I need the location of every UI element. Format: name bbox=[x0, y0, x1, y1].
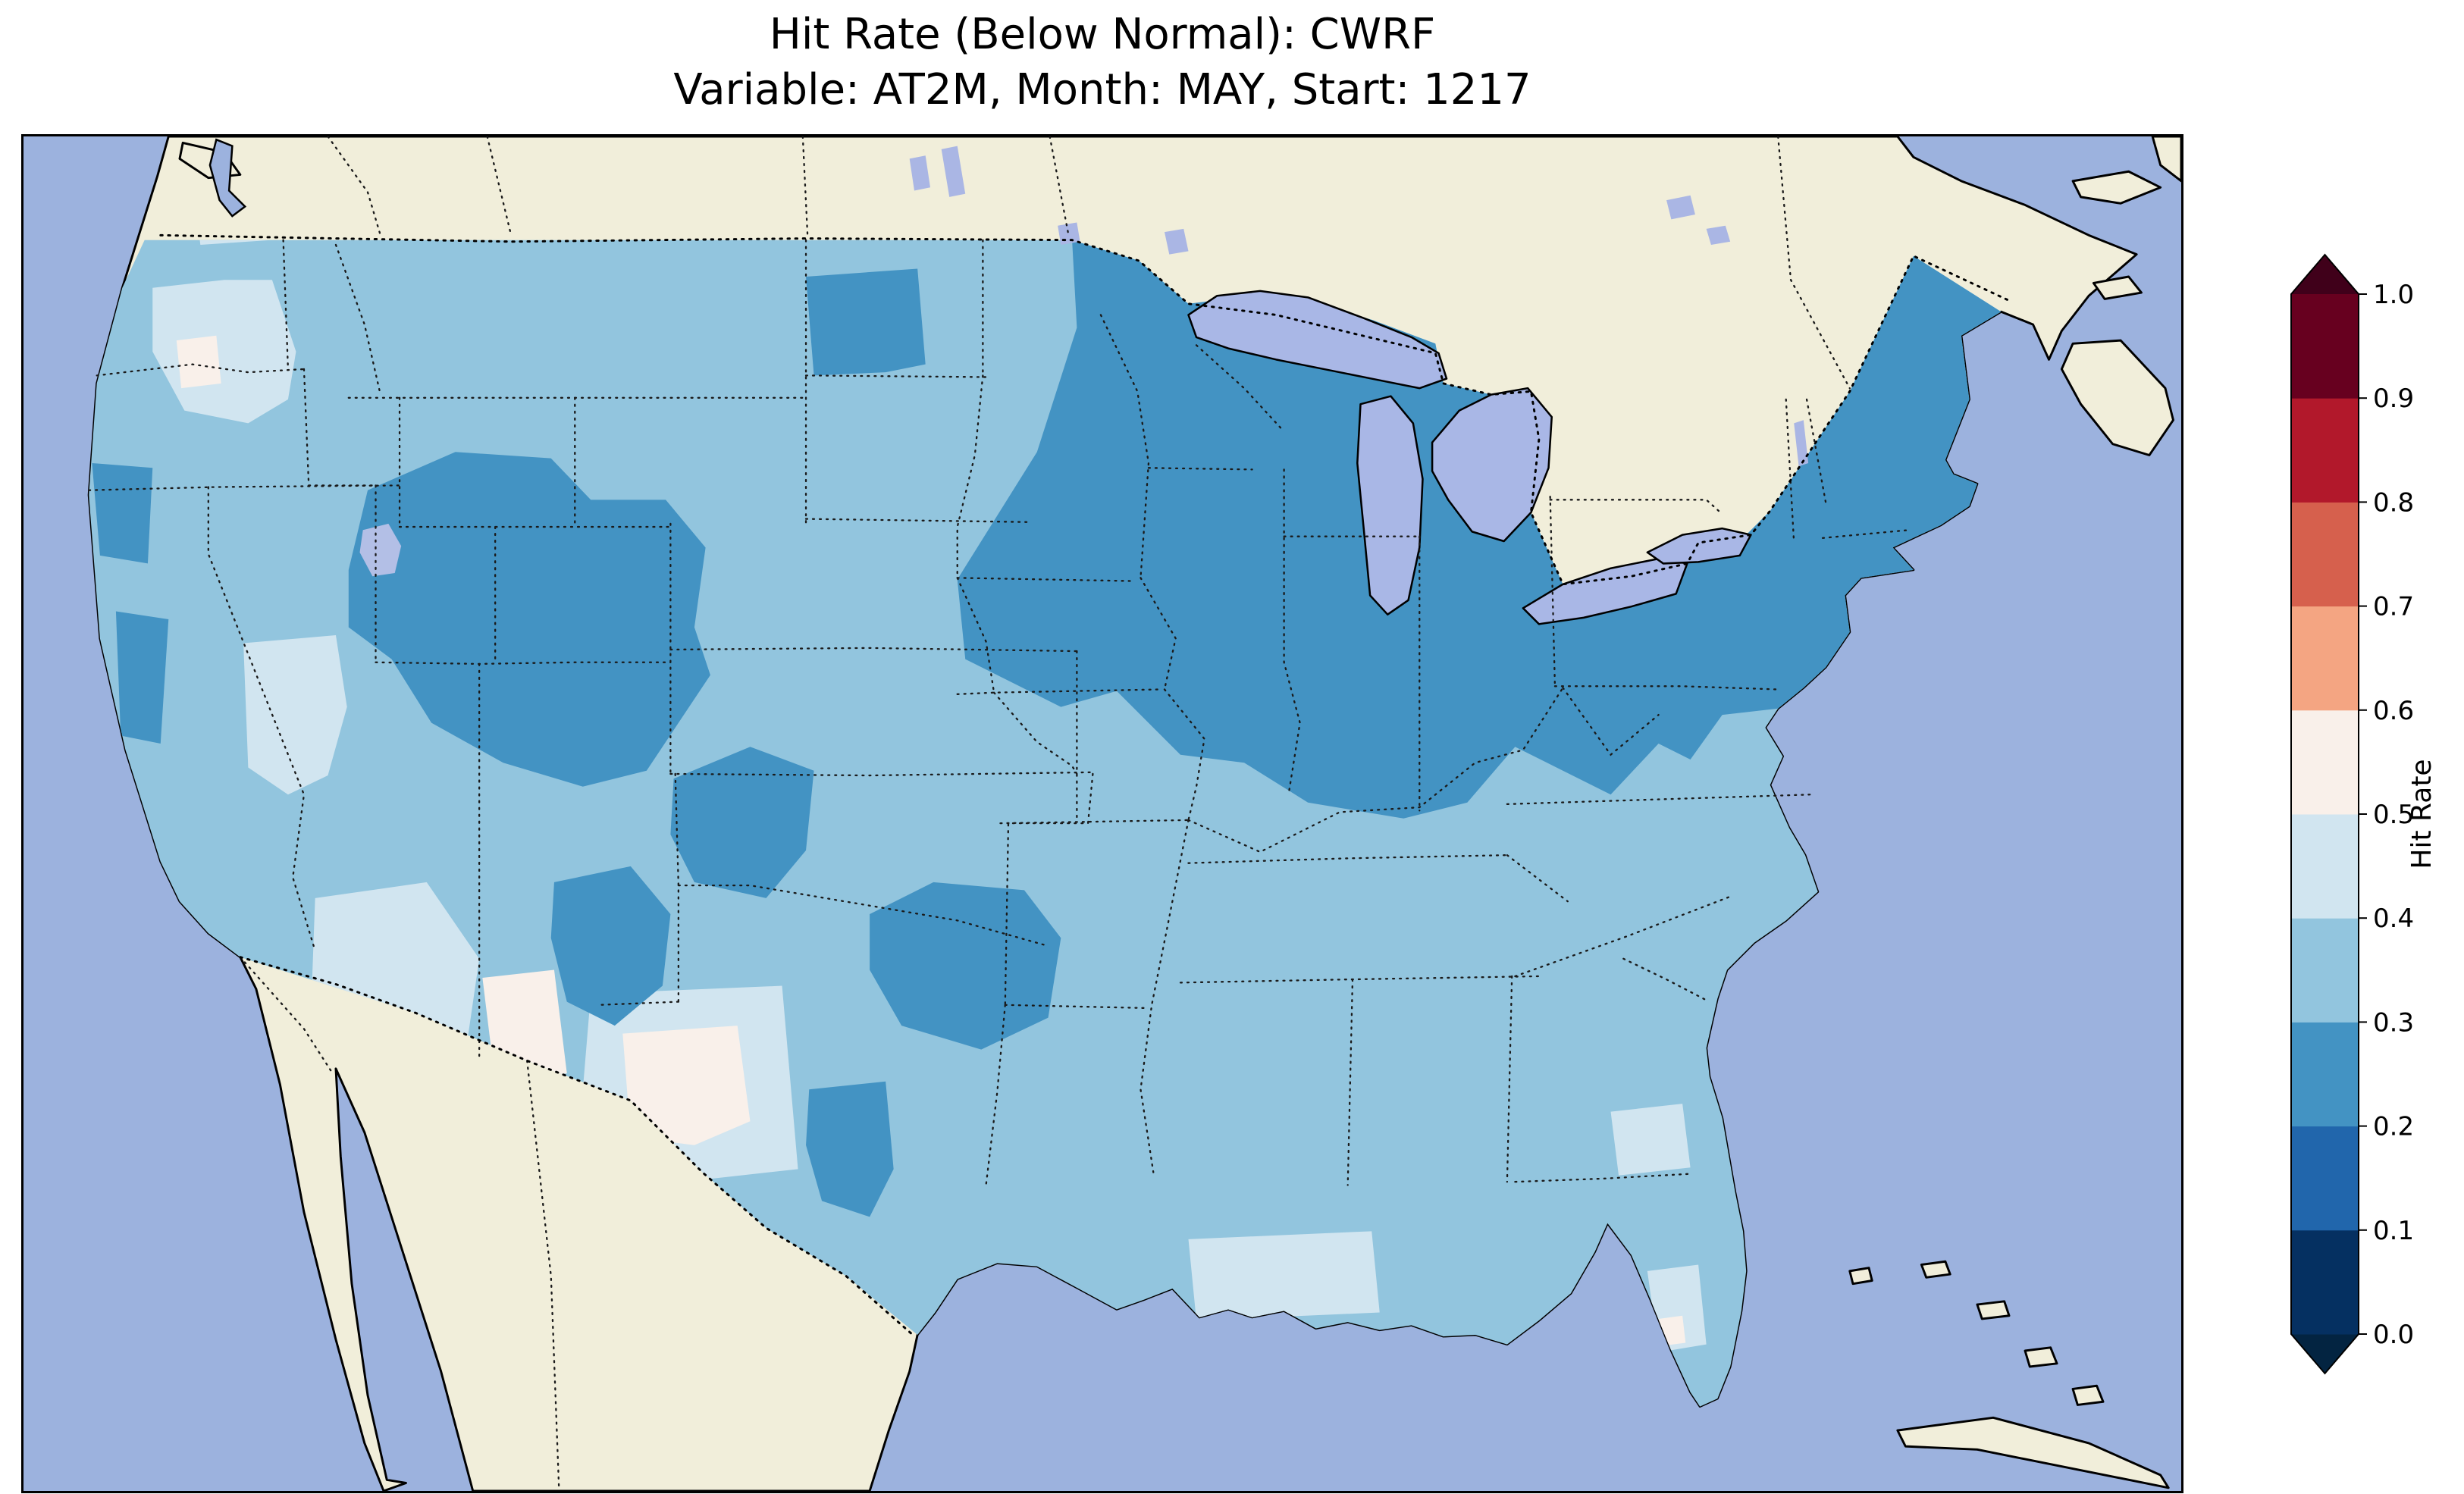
colorbar-segment bbox=[2291, 1022, 2359, 1127]
colorbar-segment bbox=[2291, 606, 2359, 711]
colorbar-segment bbox=[2291, 709, 2359, 815]
colorbar-under-triangle bbox=[2291, 1334, 2359, 1373]
hitrate-patch-0.2-0.3-wyoming-colorado bbox=[348, 452, 710, 787]
hitrate-patch-0.2-0.3-central-nm bbox=[550, 866, 671, 1026]
hitrate-patch-0.2-0.3-ca-central-coast bbox=[115, 611, 169, 744]
lake-michigan bbox=[1356, 395, 1424, 615]
lake bbox=[1706, 225, 1731, 245]
colorbar-tick-label: 0.4 bbox=[2373, 904, 2414, 934]
island bbox=[1920, 1260, 1951, 1279]
hitrate-patch-0.2-0.3-ca-north-coast bbox=[92, 462, 153, 564]
colorbar-segment bbox=[2291, 294, 2359, 399]
lake-huron bbox=[1431, 387, 1553, 543]
colorbar-tick-label: 0.7 bbox=[2373, 592, 2414, 622]
lake bbox=[941, 146, 966, 197]
colorbar-tick-label: 0.0 bbox=[2373, 1320, 2414, 1350]
colorbar-tick-label: 0.3 bbox=[2373, 1007, 2414, 1038]
map-canvas bbox=[24, 136, 2181, 1491]
nova-scotia bbox=[2060, 339, 2174, 456]
colorbar-tick-label: 1.0 bbox=[2373, 280, 2414, 310]
colorbar-over-triangle bbox=[2291, 255, 2359, 294]
island bbox=[1848, 1267, 1873, 1286]
plot-title-line1: Hit Rate (Below Normal): CWRF bbox=[769, 10, 1436, 59]
plot-title: Hit Rate (Below Normal): CWRF Variable: … bbox=[21, 8, 2183, 118]
colorbar-segment bbox=[2291, 502, 2359, 607]
lake bbox=[1058, 222, 1080, 245]
us-canada-border bbox=[159, 233, 2011, 586]
lake-superior bbox=[1187, 290, 1448, 390]
great-lakes bbox=[1187, 290, 1752, 625]
lake-erie bbox=[1522, 557, 1688, 625]
colorbar-segment bbox=[2291, 1126, 2359, 1231]
colorbar-segment bbox=[2291, 1229, 2359, 1335]
small-lakes bbox=[359, 146, 1809, 577]
colorbar-axis-label: Hit Rate bbox=[2406, 759, 2437, 869]
island bbox=[2071, 1384, 2105, 1406]
lake bbox=[1164, 228, 1189, 255]
hitrate-patch-0.5-0.6-west-texas bbox=[622, 1026, 751, 1145]
island bbox=[1976, 1300, 2011, 1320]
country-borders bbox=[159, 233, 2011, 1336]
map-axes bbox=[21, 134, 2183, 1493]
colorbar-ticks: 1.0 0.9 0.8 0.7 0.6 0.5 0.4 0.3 0.2 0.1 0.0 bbox=[2359, 280, 2414, 1350]
island bbox=[2092, 275, 2143, 300]
colorbar: 1.0 0.9 0.8 0.7 0.6 0.5 0.4 0.3 0.2 0.1 0.0 Hit Ra… bbox=[2290, 253, 2437, 1375]
lake bbox=[1666, 195, 1695, 220]
lake-ontario bbox=[1646, 527, 1752, 565]
plot-title-line2: Variable: AT2M, Month: MAY, Start: 1217 bbox=[673, 64, 1531, 114]
colorbar-segment bbox=[2291, 398, 2359, 503]
great-salt-lake bbox=[359, 523, 402, 577]
hitrate-patch-0.5-0.6-oregon bbox=[176, 335, 221, 389]
colorbar-tick-label: 0.6 bbox=[2373, 696, 2414, 726]
hitrate-patch-0.4-0.5-nevada bbox=[243, 635, 347, 795]
colorbar-segments bbox=[2291, 294, 2359, 1335]
colorbar-tick-label: 0.5 bbox=[2373, 800, 2414, 830]
hitrate-patch-0.4-0.5-gulf-coast bbox=[1188, 1231, 1380, 1321]
colorbar-tick-label: 0.2 bbox=[2373, 1112, 2414, 1142]
hitrate-patch-0.2-0.3-tx-panhandle bbox=[670, 747, 814, 898]
us-mexico-border bbox=[239, 956, 914, 1336]
island bbox=[2071, 170, 2162, 205]
puget-sound bbox=[208, 138, 247, 218]
colorbar-tick-label: 0.8 bbox=[2373, 487, 2414, 518]
colorbar-tick-label: 0.1 bbox=[2373, 1216, 2414, 1246]
cuba bbox=[1896, 1416, 2170, 1489]
hitrate-patch-0.4-0.5-oregon bbox=[152, 280, 296, 424]
colorbar-segment bbox=[2291, 918, 2359, 1023]
colorbar-tick-label: 0.9 bbox=[2373, 384, 2414, 414]
hitrate-patch-0.2-0.3-montana-nd bbox=[806, 268, 926, 376]
hitrate-patch-0.4-0.5-georgia bbox=[1610, 1104, 1691, 1176]
lake-champlain bbox=[1794, 420, 1809, 467]
colorbar-segment bbox=[2291, 814, 2359, 919]
hitrate-patch-0.2-0.3-central-texas bbox=[806, 1081, 894, 1217]
hitrate-patch-0.2-0.3-oklahoma bbox=[870, 882, 1061, 1050]
lake bbox=[909, 155, 930, 191]
island bbox=[2024, 1346, 2058, 1368]
state-borders bbox=[88, 136, 1910, 1489]
